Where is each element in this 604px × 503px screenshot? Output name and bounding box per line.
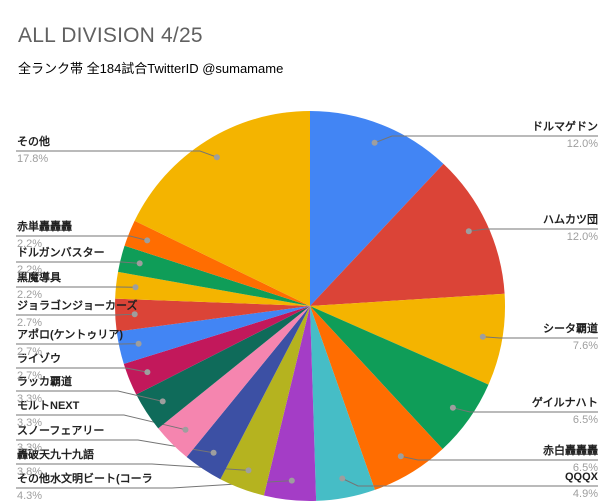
leader-dot bbox=[214, 154, 220, 160]
leader-dot bbox=[211, 450, 217, 456]
leader-dot bbox=[132, 311, 138, 317]
leader-dot bbox=[144, 369, 150, 375]
leader-dot bbox=[466, 228, 472, 234]
leader-dot bbox=[133, 284, 139, 290]
leader-dot bbox=[289, 478, 295, 484]
leader-dot bbox=[183, 427, 189, 433]
leader-dot bbox=[137, 260, 143, 266]
leader-dot bbox=[246, 467, 252, 473]
leader-dot bbox=[339, 476, 345, 482]
leader-dot bbox=[398, 453, 404, 459]
leader-dot bbox=[372, 140, 378, 146]
leader-dot bbox=[160, 398, 166, 404]
leader-dot bbox=[136, 341, 142, 347]
leader-dot bbox=[450, 405, 456, 411]
leader-dot bbox=[144, 237, 150, 243]
leader-dot bbox=[480, 334, 486, 340]
